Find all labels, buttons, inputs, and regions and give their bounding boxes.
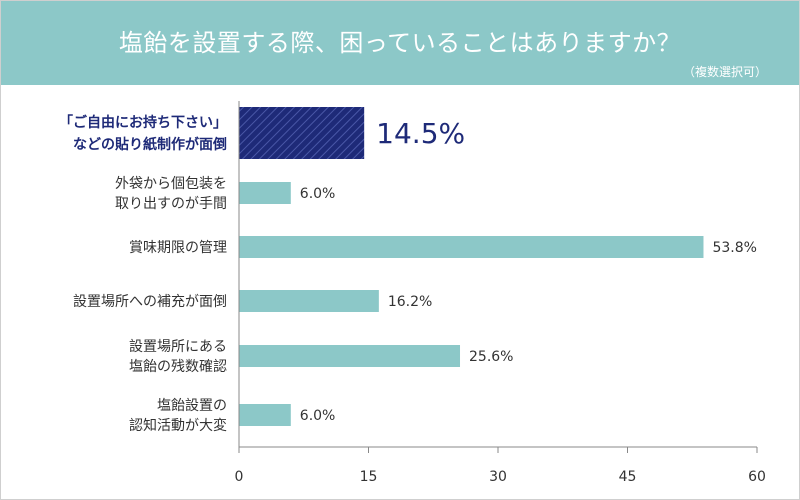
bar-value-label-0: 14.5% bbox=[376, 117, 465, 150]
x-tick-label-0: 0 bbox=[235, 469, 244, 485]
bar-value-label-5: 6.0% bbox=[300, 408, 336, 424]
bar-4 bbox=[239, 345, 461, 367]
x-tick-label-3: 45 bbox=[619, 469, 637, 485]
category-label-4-1: 塩飴の残数確認 bbox=[129, 358, 227, 375]
category-label-2-0: 賞味期限の管理 bbox=[129, 240, 227, 256]
bar-value-label-1: 6.0% bbox=[300, 186, 336, 202]
category-label-0-1: などの貼り紙制作が面倒 bbox=[73, 136, 227, 153]
chart-title: 塩飴を設置する際、困っていることはありますか？ bbox=[118, 29, 682, 57]
bar-1 bbox=[239, 182, 291, 204]
bar-value-label-4: 25.6% bbox=[469, 349, 513, 365]
chart-subtitle: （複数選択可） bbox=[682, 65, 767, 79]
category-label-1-0: 外袋から個包装を bbox=[115, 176, 227, 192]
category-label-0-0: 「ご自由にお持ち下さい」 bbox=[59, 114, 227, 131]
bar-0 bbox=[239, 107, 365, 159]
category-label-1-1: 取り出すのが手間 bbox=[115, 196, 227, 212]
bar-value-label-2: 53.8% bbox=[712, 240, 756, 256]
bar-2 bbox=[239, 236, 704, 258]
x-tick-label-2: 30 bbox=[489, 469, 507, 485]
category-label-5-0: 塩飴設置の bbox=[157, 397, 227, 414]
bar-value-label-3: 16.2% bbox=[388, 294, 432, 310]
chart-header: 塩飴を設置する際、困っていることはありますか？ （複数選択可） bbox=[1, 1, 799, 85]
bar-3 bbox=[239, 290, 379, 312]
x-tick-label-4: 60 bbox=[748, 469, 766, 485]
category-label-3-0: 設置場所への補充が面倒 bbox=[73, 294, 227, 310]
category-label-5-1: 認知活動が大変 bbox=[129, 417, 227, 434]
bar-5 bbox=[239, 404, 291, 426]
x-tick-label-1: 15 bbox=[360, 469, 378, 485]
category-label-4-0: 設置場所にある bbox=[129, 339, 227, 355]
